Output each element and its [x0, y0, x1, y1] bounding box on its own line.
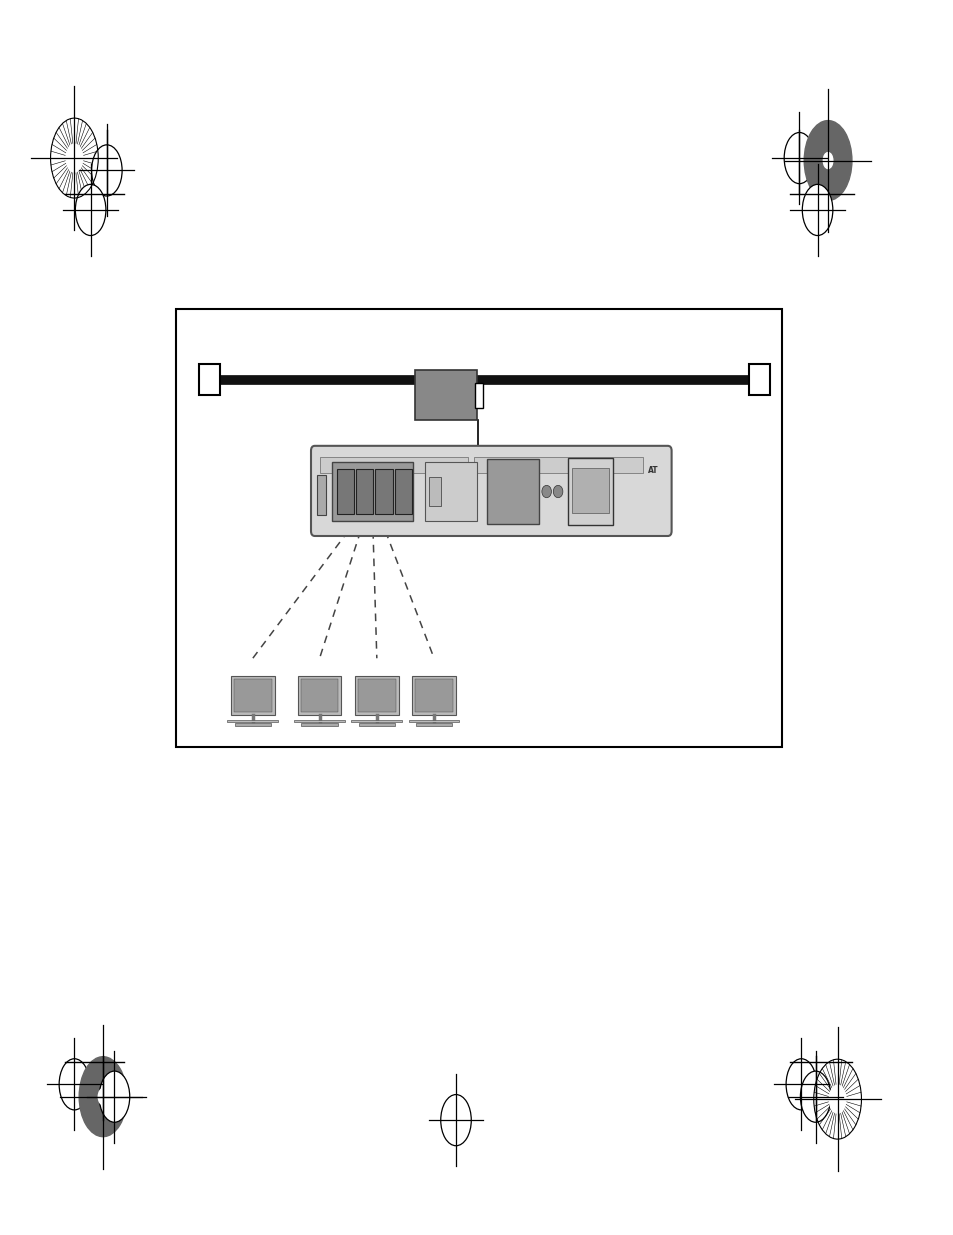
Bar	[357, 679, 395, 711]
Ellipse shape	[91, 144, 122, 196]
Ellipse shape	[75, 184, 106, 236]
Bar	[233, 679, 272, 711]
Bar	[486, 459, 538, 524]
Bar	[748, 364, 769, 395]
Bar	[415, 679, 453, 711]
Bar	[300, 679, 338, 711]
Ellipse shape	[803, 121, 851, 200]
Ellipse shape	[801, 184, 832, 236]
Bar	[319, 457, 467, 473]
Bar	[297, 676, 341, 715]
Ellipse shape	[98, 1089, 108, 1104]
Ellipse shape	[79, 1057, 127, 1136]
Bar	[301, 724, 337, 726]
Ellipse shape	[99, 1071, 130, 1123]
Bar	[227, 720, 278, 722]
Bar	[332, 462, 413, 521]
Bar	[176, 309, 781, 747]
Ellipse shape	[59, 1058, 90, 1110]
Bar	[475, 383, 482, 408]
Ellipse shape	[440, 1094, 471, 1146]
Bar	[199, 364, 220, 395]
Text: AT: AT	[647, 467, 658, 475]
Bar	[395, 469, 412, 514]
FancyBboxPatch shape	[311, 446, 671, 536]
Ellipse shape	[800, 1071, 830, 1123]
Circle shape	[541, 485, 551, 498]
Bar	[316, 475, 326, 515]
Bar	[416, 724, 452, 726]
Bar	[408, 720, 459, 722]
Bar	[355, 676, 398, 715]
Ellipse shape	[783, 132, 814, 184]
Bar	[567, 458, 613, 525]
Ellipse shape	[66, 144, 83, 172]
Bar	[358, 724, 395, 726]
Ellipse shape	[785, 1058, 816, 1110]
Bar	[412, 676, 456, 715]
Bar	[231, 676, 274, 715]
Bar	[336, 469, 354, 514]
Bar	[415, 370, 476, 420]
Circle shape	[553, 485, 562, 498]
Bar	[572, 468, 608, 513]
Bar	[424, 462, 476, 521]
Bar	[234, 724, 271, 726]
Ellipse shape	[828, 1086, 845, 1113]
Bar	[294, 720, 345, 722]
Bar	[375, 469, 393, 514]
Bar	[351, 720, 402, 722]
Bar	[429, 477, 440, 506]
Ellipse shape	[822, 153, 832, 168]
Bar	[474, 457, 642, 473]
Bar	[355, 469, 373, 514]
